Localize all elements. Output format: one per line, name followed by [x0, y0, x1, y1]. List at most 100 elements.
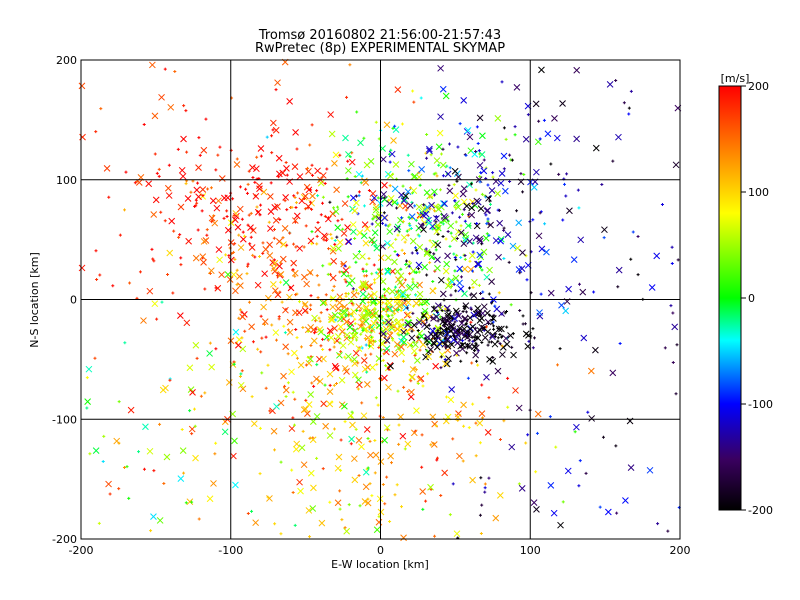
data-point	[604, 508, 612, 516]
data-point	[294, 245, 298, 249]
data-point	[277, 399, 285, 407]
data-point	[671, 361, 675, 365]
data-point	[485, 195, 492, 202]
data-point	[320, 355, 327, 363]
data-point	[399, 308, 403, 312]
data-point	[291, 390, 295, 394]
data-point	[315, 363, 319, 367]
data-point	[103, 164, 111, 172]
data-point	[346, 274, 350, 278]
data-point	[125, 465, 129, 469]
data-point	[198, 153, 202, 157]
data-point	[406, 233, 410, 237]
data-point	[411, 89, 415, 93]
data-point	[671, 311, 675, 315]
data-point	[363, 353, 367, 357]
data-point	[475, 308, 483, 316]
data-point	[573, 66, 581, 74]
data-point	[186, 364, 194, 372]
data-point	[328, 200, 332, 204]
data-point	[342, 267, 350, 274]
data-point	[369, 364, 376, 371]
data-point	[445, 395, 449, 399]
data-point	[207, 267, 215, 275]
data-point	[239, 372, 243, 376]
data-point	[439, 366, 443, 370]
data-point	[491, 171, 495, 175]
data-point	[344, 294, 348, 298]
data-point	[390, 313, 394, 317]
data-point	[195, 356, 199, 360]
data-point	[140, 317, 147, 324]
data-point	[487, 221, 494, 229]
data-point	[498, 341, 502, 345]
data-point	[261, 318, 269, 325]
data-point	[441, 338, 445, 342]
x-tick-label: 100	[520, 544, 541, 557]
colorbar-tick-label: -100	[748, 398, 773, 411]
data-point	[180, 428, 184, 432]
data-point	[320, 232, 328, 240]
data-point	[381, 436, 388, 444]
data-point	[502, 187, 509, 195]
data-point	[408, 373, 416, 381]
data-point	[94, 249, 98, 253]
data-point	[367, 257, 371, 261]
data-point	[179, 447, 187, 454]
data-point	[310, 242, 314, 246]
data-point	[163, 453, 171, 461]
data-point	[242, 234, 246, 238]
data-point	[421, 263, 429, 271]
data-point	[423, 248, 431, 256]
data-point	[423, 204, 431, 211]
data-point	[370, 329, 374, 333]
data-point	[636, 234, 640, 238]
data-point	[480, 340, 484, 344]
data-point	[336, 238, 344, 246]
data-point	[388, 184, 392, 188]
data-point	[310, 381, 314, 385]
data-point	[547, 482, 555, 489]
data-point	[434, 324, 442, 332]
data-point	[259, 154, 263, 158]
data-point	[214, 284, 222, 292]
data-point	[423, 323, 431, 330]
data-point	[446, 277, 450, 281]
data-point	[614, 79, 618, 83]
data-point	[192, 454, 199, 462]
data-point	[266, 495, 273, 502]
data-point	[405, 284, 413, 292]
data-point	[396, 289, 400, 293]
data-point	[354, 260, 358, 264]
data-point	[340, 217, 344, 221]
data-point	[611, 159, 615, 163]
data-point	[398, 349, 406, 357]
data-point	[284, 395, 288, 399]
data-point	[415, 173, 423, 181]
data-point	[240, 217, 244, 221]
data-point	[369, 311, 373, 315]
data-point	[457, 285, 465, 293]
data-point	[577, 206, 581, 210]
data-point	[315, 234, 319, 238]
data-point	[338, 507, 342, 511]
data-point	[311, 314, 318, 322]
data-point	[307, 355, 314, 363]
data-point	[460, 212, 464, 216]
data-point	[406, 293, 410, 297]
data-point	[259, 314, 263, 318]
data-point	[557, 521, 564, 529]
data-point	[314, 167, 321, 175]
data-point	[142, 467, 146, 471]
data-point	[302, 405, 309, 413]
data-point	[315, 274, 319, 278]
data-point	[381, 221, 385, 225]
data-point	[346, 195, 350, 199]
data-point	[294, 328, 298, 332]
data-point	[409, 366, 417, 373]
data-point	[423, 250, 431, 258]
data-point	[343, 264, 347, 268]
data-point	[478, 323, 486, 331]
data-point	[534, 470, 538, 474]
data-point	[554, 445, 558, 449]
